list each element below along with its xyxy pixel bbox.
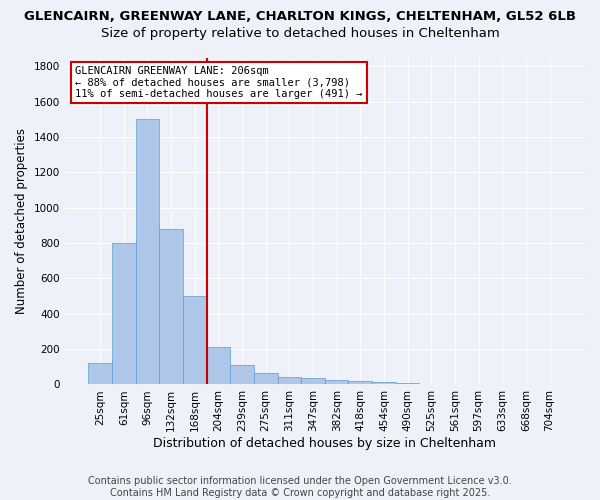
- Bar: [136, 120, 159, 384]
- Bar: [159, 229, 183, 384]
- Bar: [349, 381, 372, 384]
- Text: Contains public sector information licensed under the Open Government Licence v3: Contains public sector information licen…: [88, 476, 512, 486]
- Bar: [183, 296, 206, 384]
- Bar: [372, 382, 396, 384]
- Y-axis label: Number of detached properties: Number of detached properties: [15, 128, 28, 314]
- Text: Size of property relative to detached houses in Cheltenham: Size of property relative to detached ho…: [101, 28, 499, 40]
- X-axis label: Distribution of detached houses by size in Cheltenham: Distribution of detached houses by size …: [154, 437, 496, 450]
- Bar: [112, 243, 136, 384]
- Text: Contains HM Land Registry data © Crown copyright and database right 2025.: Contains HM Land Registry data © Crown c…: [110, 488, 490, 498]
- Bar: [301, 378, 325, 384]
- Text: GLENCAIRN GREENWAY LANE: 206sqm
← 88% of detached houses are smaller (3,798)
11%: GLENCAIRN GREENWAY LANE: 206sqm ← 88% of…: [75, 66, 362, 99]
- Bar: [230, 365, 254, 384]
- Bar: [88, 364, 112, 384]
- Bar: [325, 380, 349, 384]
- Bar: [206, 348, 230, 385]
- Text: GLENCAIRN, GREENWAY LANE, CHARLTON KINGS, CHELTENHAM, GL52 6LB: GLENCAIRN, GREENWAY LANE, CHARLTON KINGS…: [24, 10, 576, 23]
- Bar: [254, 373, 278, 384]
- Bar: [278, 376, 301, 384]
- Bar: [396, 382, 419, 384]
